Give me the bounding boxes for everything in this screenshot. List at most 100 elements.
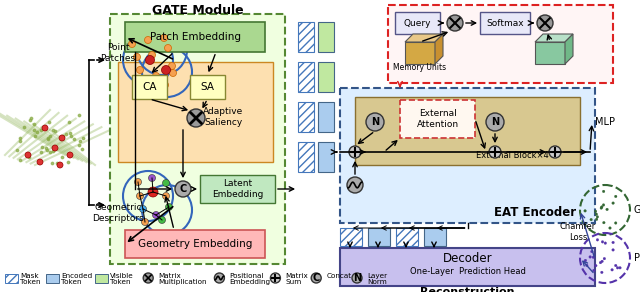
Bar xyxy=(340,88,595,223)
Text: Decoder: Decoder xyxy=(443,251,492,265)
Point xyxy=(35,150,45,154)
Circle shape xyxy=(159,216,166,223)
Circle shape xyxy=(57,162,63,168)
Circle shape xyxy=(595,218,598,221)
Circle shape xyxy=(52,145,58,151)
Circle shape xyxy=(590,218,593,221)
Text: Matrix: Matrix xyxy=(285,273,308,279)
Circle shape xyxy=(602,221,605,224)
Circle shape xyxy=(584,210,586,212)
Circle shape xyxy=(584,259,587,262)
Text: External
Attention: External Attention xyxy=(417,109,459,129)
Point xyxy=(15,139,25,143)
Text: Point
Patches: Point Patches xyxy=(100,43,136,63)
Circle shape xyxy=(347,177,363,193)
Circle shape xyxy=(599,261,602,264)
Point xyxy=(66,134,76,139)
Point xyxy=(45,133,55,138)
Bar xyxy=(298,142,314,172)
Circle shape xyxy=(595,264,597,267)
Point xyxy=(40,145,51,150)
Circle shape xyxy=(166,204,173,211)
Text: Token: Token xyxy=(61,279,81,285)
Text: Geometric
Descriptors: Geometric Descriptors xyxy=(92,203,144,223)
Point xyxy=(12,147,22,152)
Circle shape xyxy=(161,65,170,74)
Bar xyxy=(110,14,285,264)
Circle shape xyxy=(168,62,175,69)
Circle shape xyxy=(601,260,604,263)
Circle shape xyxy=(140,206,147,213)
Point xyxy=(50,129,60,133)
Circle shape xyxy=(586,264,588,267)
Circle shape xyxy=(614,195,617,198)
Circle shape xyxy=(161,81,168,88)
Text: Latent
Embedding: Latent Embedding xyxy=(212,179,263,199)
Bar xyxy=(340,248,595,286)
Text: External Block×4: External Block×4 xyxy=(476,150,549,159)
Point xyxy=(24,155,35,159)
Circle shape xyxy=(589,256,591,258)
Circle shape xyxy=(67,152,73,158)
Point xyxy=(36,128,46,133)
Text: GT: GT xyxy=(634,205,640,215)
Point xyxy=(47,161,57,166)
Text: Encoded: Encoded xyxy=(61,273,92,279)
Circle shape xyxy=(145,79,152,86)
Circle shape xyxy=(600,206,603,208)
Circle shape xyxy=(614,222,617,224)
Point xyxy=(15,135,26,140)
Bar xyxy=(318,22,334,52)
Circle shape xyxy=(164,44,172,51)
Circle shape xyxy=(42,125,48,131)
Circle shape xyxy=(596,239,599,241)
Circle shape xyxy=(145,55,154,65)
Circle shape xyxy=(595,213,598,215)
Circle shape xyxy=(148,51,156,58)
Circle shape xyxy=(489,146,501,158)
Circle shape xyxy=(129,41,136,48)
Text: C: C xyxy=(179,184,187,194)
Text: Softmax: Softmax xyxy=(486,18,524,27)
Circle shape xyxy=(214,273,225,283)
Text: Mask: Mask xyxy=(20,273,38,279)
Point xyxy=(64,119,74,124)
Text: N: N xyxy=(491,117,499,127)
Circle shape xyxy=(141,218,148,225)
Circle shape xyxy=(136,192,143,199)
Point xyxy=(76,147,86,152)
Circle shape xyxy=(170,69,177,77)
Circle shape xyxy=(163,180,170,187)
Circle shape xyxy=(311,273,321,283)
Circle shape xyxy=(612,241,614,244)
Circle shape xyxy=(594,210,597,213)
Text: Query: Query xyxy=(404,18,431,27)
Circle shape xyxy=(612,248,614,251)
Circle shape xyxy=(614,264,617,267)
Circle shape xyxy=(59,135,65,141)
Circle shape xyxy=(612,202,614,204)
Point xyxy=(25,117,35,122)
Circle shape xyxy=(609,227,611,229)
Text: Matrix: Matrix xyxy=(158,273,181,279)
Circle shape xyxy=(175,181,191,197)
Circle shape xyxy=(134,178,141,185)
Point xyxy=(52,160,62,165)
Point xyxy=(78,135,88,140)
Text: Memory Units: Memory Units xyxy=(394,63,447,72)
Point xyxy=(75,139,85,144)
Point xyxy=(29,122,39,126)
Text: SA: SA xyxy=(200,82,214,92)
Text: Predict: Predict xyxy=(634,253,640,263)
Circle shape xyxy=(486,113,504,131)
Circle shape xyxy=(602,190,605,193)
Circle shape xyxy=(366,113,384,131)
Text: CA: CA xyxy=(142,82,157,92)
Text: Token: Token xyxy=(20,279,40,285)
Circle shape xyxy=(604,242,607,244)
Text: Visible: Visible xyxy=(109,273,133,279)
Text: One-Layer  Prediction Head: One-Layer Prediction Head xyxy=(410,267,525,277)
Circle shape xyxy=(592,256,595,259)
Bar xyxy=(340,228,362,246)
Text: Norm: Norm xyxy=(367,279,387,285)
